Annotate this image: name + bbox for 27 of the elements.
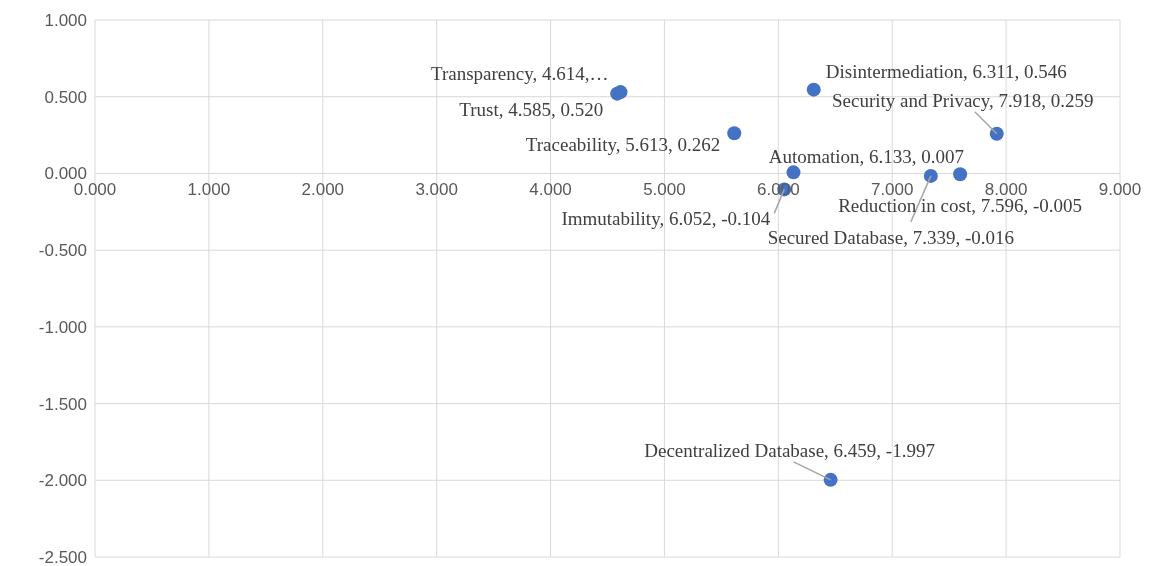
x-tick-label: 9.000	[1098, 180, 1142, 200]
data-label: Decentralized Database, 6.459, -1.997	[644, 439, 935, 461]
data-label: Transparency, 4.614,…	[430, 63, 609, 85]
x-tick-label: 2.000	[301, 180, 345, 200]
point	[923, 168, 938, 183]
point	[727, 126, 742, 141]
y-tick-label: -1.500	[38, 394, 87, 414]
y-tick-label: -2.500	[38, 548, 87, 566]
point	[786, 165, 801, 180]
y-tick-label: -0.500	[38, 241, 87, 261]
x-tick-label: 1.000	[187, 180, 231, 200]
y-tick-label: -2.000	[38, 471, 87, 491]
y-tick-label: -1.000	[38, 317, 87, 337]
data-label: Security and Privacy, 7.918, 0.259	[831, 89, 1094, 111]
point	[953, 167, 968, 182]
data-label: Trust, 4.585, 0.520	[459, 98, 604, 120]
point	[989, 126, 1004, 141]
y-tick-label: 1.000	[44, 11, 87, 31]
data-label: Automation, 6.133, 0.007	[768, 146, 965, 168]
point	[823, 472, 838, 487]
x-tick-label: 5.000	[643, 180, 686, 200]
point	[806, 82, 821, 97]
x-tick-label: 4.000	[529, 180, 572, 200]
y-tick-label: 0.500	[44, 87, 87, 107]
data-label: Disintermediation, 6.311, 0.546	[825, 60, 1067, 82]
x-tick-label: 3.000	[415, 180, 458, 200]
data-label: Traceability, 5.613, 0.262	[525, 134, 721, 156]
